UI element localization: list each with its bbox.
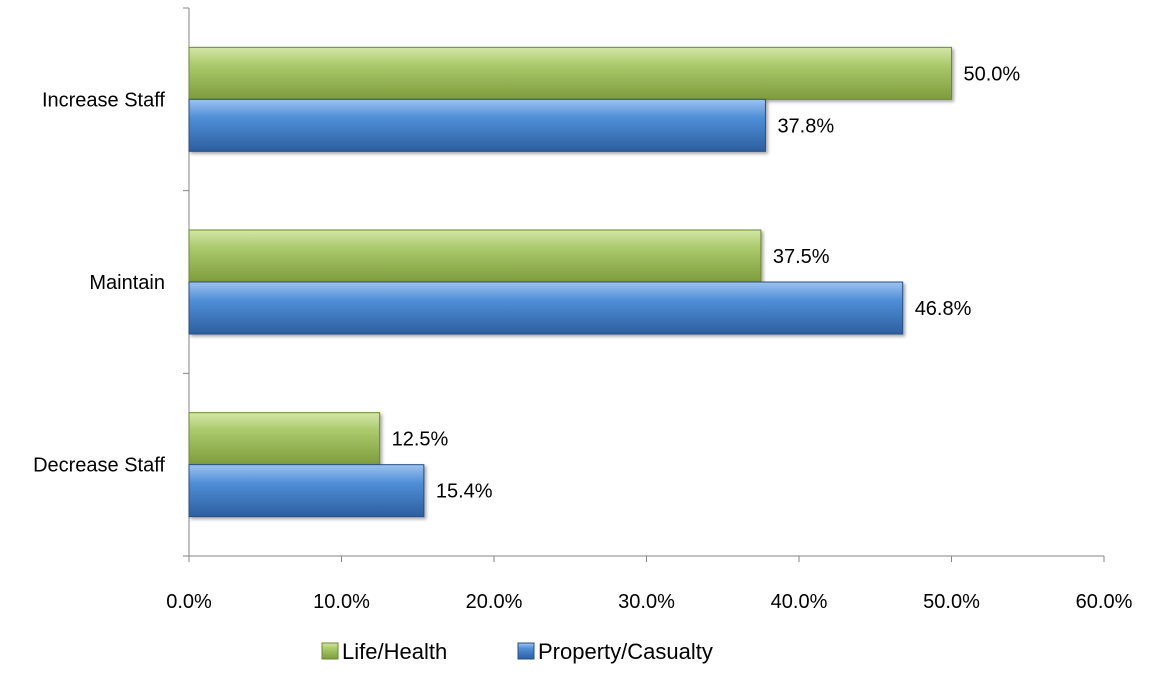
category-label: Increase Staff <box>42 89 165 111</box>
category-label: Maintain <box>89 272 165 294</box>
data-label: 50.0% <box>964 63 1021 85</box>
legend-swatch-life-health <box>321 642 339 660</box>
legend-label: Life/Health <box>342 639 447 664</box>
data-label: 46.8% <box>915 298 972 320</box>
bars <box>188 46 952 518</box>
bar-life-health <box>188 229 762 283</box>
legend-swatch-property-casualty <box>517 642 535 660</box>
x-tick-label: 10.0% <box>313 591 370 613</box>
category-label: Decrease Staff <box>33 455 165 477</box>
data-label: 12.5% <box>392 429 449 451</box>
bar-life-health <box>188 412 381 466</box>
legend-label: Property/Casualty <box>538 639 713 664</box>
bar-property-casualty <box>188 464 425 518</box>
x-tick-label: 50.0% <box>923 591 980 613</box>
data-labels: 50.0% 37.8% 37.5% 46.8% 12.5% 15.4% <box>392 63 1021 502</box>
x-tick-label: 0.0% <box>166 591 212 613</box>
data-label: 37.8% <box>777 115 834 137</box>
x-tick-label: 60.0% <box>1076 591 1133 613</box>
legend: Life/Health Property/Casualty <box>321 639 713 664</box>
x-tick-label: 40.0% <box>771 591 828 613</box>
x-tick-label: 30.0% <box>618 591 675 613</box>
bar-property-casualty <box>188 281 904 335</box>
bar-property-casualty <box>188 98 766 152</box>
axes: 0.0% 10.0% 20.0% 30.0% 40.0% 50.0% 60.0% Increa… <box>33 7 1133 613</box>
data-label: 15.4% <box>436 481 493 503</box>
bar-life-health <box>188 46 952 100</box>
x-tick-label: 20.0% <box>466 591 523 613</box>
data-label: 37.5% <box>773 246 830 268</box>
